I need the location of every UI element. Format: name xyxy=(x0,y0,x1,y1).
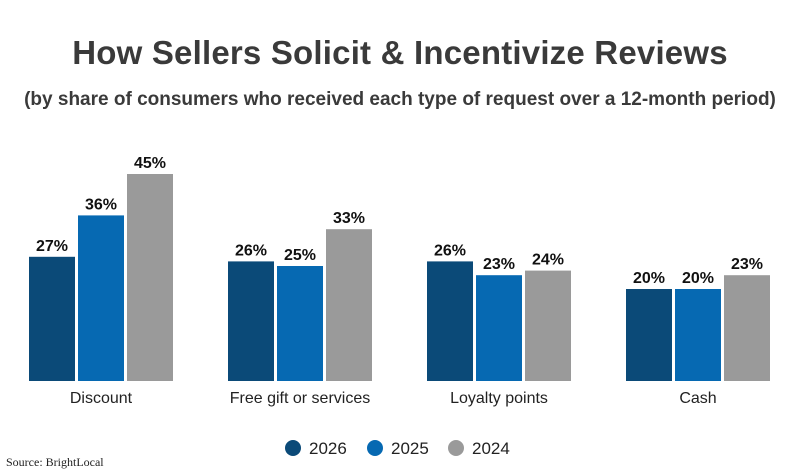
bar-2026-free-gift-or-services xyxy=(228,261,274,381)
data-label: 20% xyxy=(633,270,665,287)
data-label: 23% xyxy=(483,256,515,273)
data-label: 26% xyxy=(235,242,267,259)
bar-2025-loyalty-points xyxy=(476,275,522,381)
legend-label: 2025 xyxy=(391,439,429,458)
data-label: 25% xyxy=(284,247,316,264)
legend-marker xyxy=(367,440,383,456)
bar-2025-discount xyxy=(78,215,124,381)
chart-subtitle: (by share of consumers who received each… xyxy=(24,89,776,110)
bar-2024-loyalty-points xyxy=(525,270,571,381)
source-note: Source: BrightLocal xyxy=(6,455,104,469)
category-label: Cash xyxy=(679,390,716,407)
data-label: 23% xyxy=(731,256,763,273)
bar-2026-loyalty-points xyxy=(427,261,473,381)
data-label: 36% xyxy=(85,196,117,213)
legend-label: 2026 xyxy=(309,439,347,458)
bar-2024-free-gift-or-services xyxy=(326,229,372,381)
bar-2025-cash xyxy=(675,289,721,381)
chart-title: How Sellers Solicit & Incentivize Review… xyxy=(72,34,728,71)
bar-2025-free-gift-or-services xyxy=(277,266,323,381)
legend-marker xyxy=(448,440,464,456)
bar-2024-cash xyxy=(724,275,770,381)
data-label: 45% xyxy=(134,155,166,172)
bar-2024-discount xyxy=(127,174,173,381)
category-label: Loyalty points xyxy=(450,390,548,407)
bar-2026-cash xyxy=(626,289,672,381)
data-label: 20% xyxy=(682,270,714,287)
legend-marker xyxy=(285,440,301,456)
data-label: 33% xyxy=(333,210,365,227)
data-label: 24% xyxy=(532,252,564,269)
data-label: 26% xyxy=(434,242,466,259)
category-label: Discount xyxy=(70,390,133,407)
legend-label: 2024 xyxy=(472,439,510,458)
bar-2026-discount xyxy=(29,256,75,381)
data-label: 27% xyxy=(36,238,68,255)
category-label: Free gift or services xyxy=(230,390,370,407)
